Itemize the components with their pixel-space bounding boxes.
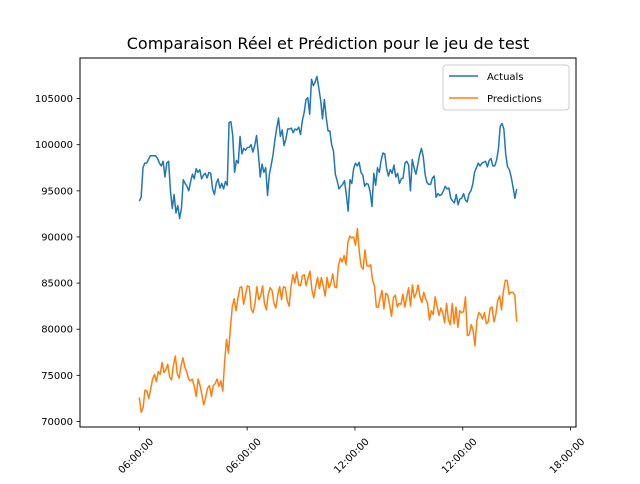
x-tick-label: 18:00:00 xyxy=(548,437,588,477)
plot-frame xyxy=(79,57,577,428)
x-axis: 06:00:00 06:00:00 12:00:00 12:00:00 18:00:00 xyxy=(117,427,588,477)
x-tick-label: 06:00:00 xyxy=(224,437,264,477)
y-tick-label: 105000 xyxy=(35,94,73,105)
series-layer xyxy=(138,75,518,413)
y-tick-label: 80000 xyxy=(41,325,73,336)
series-line-1 xyxy=(138,227,518,413)
series-line-0 xyxy=(138,75,518,220)
x-tick-label: 12:00:00 xyxy=(332,437,372,477)
y-tick-label: 95000 xyxy=(41,186,73,197)
y-axis: 70000 75000 80000 85000 90000 95000 100000 1050… xyxy=(35,94,80,428)
y-tick-label: 85000 xyxy=(41,279,73,290)
x-tick-label: 12:00:00 xyxy=(440,437,480,477)
y-tick-label: 90000 xyxy=(41,232,73,243)
legend-label: Actuals xyxy=(487,72,524,83)
x-tick-label: 06:00:00 xyxy=(117,437,157,477)
chart-title: Comparaison Réel et Prédiction pour le j… xyxy=(127,34,530,53)
legend-label: Predictions xyxy=(487,94,542,105)
y-tick-label: 75000 xyxy=(41,371,73,382)
y-tick-label: 100000 xyxy=(35,140,73,151)
legend: Actuals Predictions xyxy=(442,64,570,111)
y-tick-label: 70000 xyxy=(41,417,73,428)
